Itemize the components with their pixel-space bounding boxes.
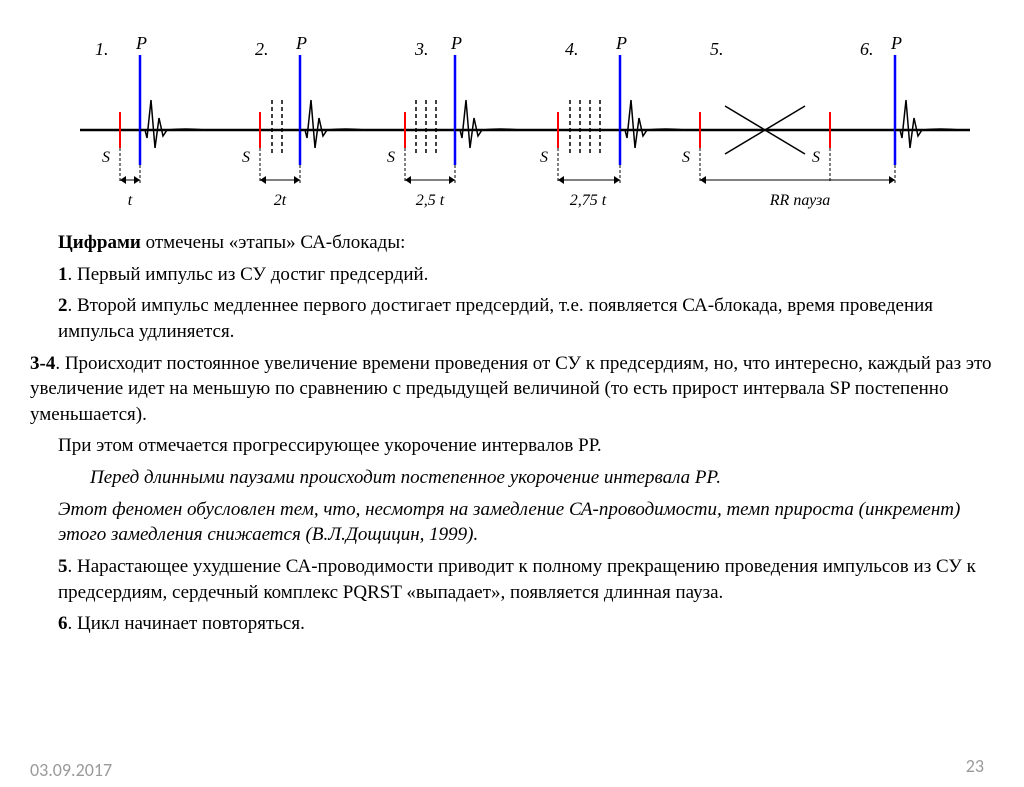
svg-text:S: S bbox=[540, 149, 548, 166]
svg-text:P: P bbox=[615, 33, 627, 53]
svg-text:S: S bbox=[812, 149, 820, 166]
item-34a: 3-4. Происходит постоянное увеличение вр… bbox=[30, 351, 994, 428]
svg-text:S: S bbox=[682, 149, 690, 166]
svg-text:2.: 2. bbox=[255, 39, 269, 59]
item1-text: . Первый импульс из СУ достиг предсердий… bbox=[68, 264, 429, 285]
item-34b: При этом отмечается прогрессирующее укор… bbox=[30, 433, 994, 459]
svg-text:P: P bbox=[135, 33, 147, 53]
item2-text: . Второй импульс медленнее первого дости… bbox=[58, 295, 933, 342]
title-bold: Цифрами bbox=[58, 232, 141, 253]
svg-text:RR пауза: RR пауза bbox=[769, 192, 830, 209]
svg-text:4.: 4. bbox=[565, 39, 579, 59]
italic-line2: Этот феномен обусловлен тем, что, несмот… bbox=[30, 497, 994, 548]
item-5: 5. Нарастающее ухудшение СА-проводимости… bbox=[30, 554, 994, 605]
svg-text:S: S bbox=[242, 149, 250, 166]
svg-text:t: t bbox=[128, 192, 133, 209]
svg-text:P: P bbox=[890, 33, 902, 53]
item34b-text: При этом отмечается прогрессирующее укор… bbox=[58, 435, 602, 456]
svg-text:S: S bbox=[102, 149, 110, 166]
item5-text: . Нарастающее ухудшение СА-проводимости … bbox=[58, 556, 976, 603]
svg-text:6.: 6. bbox=[860, 39, 874, 59]
item-2: 2. Второй импульс медленнее первого дост… bbox=[30, 293, 994, 344]
italic-line1: Перед длинными паузами происходит постеп… bbox=[30, 465, 994, 491]
item34-num: 3-4 bbox=[30, 353, 55, 374]
italic1-text: Перед длинными паузами происходит постеп… bbox=[90, 467, 721, 488]
svg-text:P: P bbox=[295, 33, 307, 53]
item5-num: 5 bbox=[58, 556, 68, 577]
svg-text:3.: 3. bbox=[414, 39, 429, 59]
svg-text:2,5 t: 2,5 t bbox=[416, 192, 445, 209]
explanation-text: Цифрами отмечены «этапы» СА-блокады: 1. … bbox=[0, 230, 1024, 637]
svg-text:1.: 1. bbox=[95, 39, 109, 59]
diagram-svg: 1. 2. 3. 4. 5. 6. S S S S S S P P P P Pt 2t 2,5 t 2,75 t RR … bbox=[60, 20, 980, 220]
item6-num: 6 bbox=[58, 613, 68, 634]
item-6: 6. Цикл начинает повторяться. bbox=[30, 611, 994, 637]
svg-text:P: P bbox=[450, 33, 462, 53]
title-rest: отмечены «этапы» СА-блокады: bbox=[141, 232, 406, 253]
title-line: Цифрами отмечены «этапы» СА-блокады: bbox=[30, 230, 994, 256]
item-1: 1. Первый импульс из СУ достиг предсерди… bbox=[30, 262, 994, 288]
svg-text:2,75 t: 2,75 t bbox=[570, 192, 607, 209]
footer-date: 03.09.2017 bbox=[30, 759, 112, 781]
item6-text: . Цикл начинает повторяться. bbox=[68, 613, 305, 634]
svg-text:S: S bbox=[387, 149, 395, 166]
item2-num: 2 bbox=[58, 295, 68, 316]
ecg-timing-diagram: 1. 2. 3. 4. 5. 6. S S S S S S P P P P Pt 2t 2,5 t 2,75 t RR … bbox=[60, 20, 984, 220]
svg-text:2t: 2t bbox=[274, 192, 287, 209]
svg-text:5.: 5. bbox=[710, 39, 724, 59]
item34a-text: . Происходит постоянное увеличение време… bbox=[30, 353, 992, 425]
footer-page: 23 bbox=[966, 755, 984, 777]
item1-num: 1 bbox=[58, 264, 68, 285]
italic2-text: Этот феномен обусловлен тем, что, несмот… bbox=[58, 499, 960, 546]
